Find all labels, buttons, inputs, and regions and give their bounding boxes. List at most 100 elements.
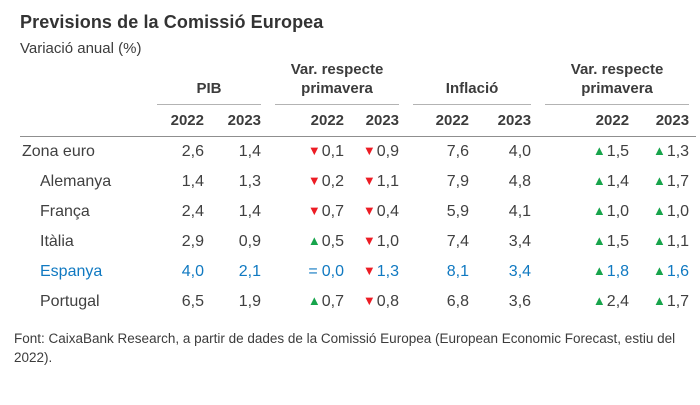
var-inflacio-2022-cell: ▲1,5 xyxy=(538,136,636,167)
var-pib-2023-cell: ▼1,0 xyxy=(351,227,406,257)
table-row: Alemanya 1,4 1,3 ▼0,2 ▼1,1 7,9 4,8 ▲1,4 ▲1,7 xyxy=(20,167,696,197)
pib-2022-cell: 2,9 xyxy=(181,232,204,250)
group-header-var-pib-label: Var. respecte primavera xyxy=(275,61,400,105)
variation-value: 1,4 xyxy=(606,172,630,190)
var-pib-2022-cell: ▼0,7 xyxy=(268,197,351,227)
down-arrow-icon: ▼ xyxy=(362,292,376,308)
up-arrow-icon: ▲ xyxy=(652,262,666,278)
source-note: Font: CaixaBank Research, a partir de da… xyxy=(14,330,676,366)
variation-value: 0,7 xyxy=(321,292,345,310)
pib-2023-cell: 1,3 xyxy=(238,172,262,190)
inflacio-2022-cell: 8,1 xyxy=(446,262,470,280)
table-row: Itàlia 2,9 0,9 ▲0,5 ▼1,0 7,4 3,4 ▲1,5 ▲1,1 xyxy=(20,227,696,257)
corner-cell xyxy=(20,59,150,105)
up-arrow-icon: ▲ xyxy=(652,202,666,218)
var-pib-2023-cell: ▼0,4 xyxy=(351,197,406,227)
up-arrow-icon: ▲ xyxy=(652,172,666,188)
up-arrow-icon: ▲ xyxy=(592,292,606,308)
inflacio-2023-cell: 4,1 xyxy=(508,202,532,220)
pib-2023-cell: 1,4 xyxy=(238,142,262,160)
variation-value: 1,1 xyxy=(666,232,690,250)
year-header: 2023 xyxy=(476,104,539,137)
up-arrow-icon: ▲ xyxy=(592,232,606,248)
up-arrow-icon: ▲ xyxy=(592,262,606,278)
down-arrow-icon: ▼ xyxy=(307,142,321,158)
variation-value: 1,0 xyxy=(606,202,630,220)
variation-value: 1,3 xyxy=(376,262,400,280)
var-inflacio-2022-cell: ▲2,4 xyxy=(538,287,636,317)
inflacio-2023-cell: 3,4 xyxy=(508,262,532,280)
var-inflacio-2022-cell: ▲1,5 xyxy=(538,227,636,257)
variation-value: 1,5 xyxy=(606,232,630,250)
table-body: Zona euro 2,6 1,4 ▼0,1 ▼0,9 7,6 4,0 ▲1,5 ▲1,3 Ale… xyxy=(20,136,696,317)
inflacio-2022-cell: 5,9 xyxy=(446,202,470,220)
var-pib-2023-cell: ▼0,9 xyxy=(351,136,406,167)
variation-value: 0,7 xyxy=(321,202,345,220)
var-pib-2023-cell: ▼1,3 xyxy=(351,257,406,287)
inflacio-2023-cell: 3,6 xyxy=(508,292,532,310)
year-header: 2023 xyxy=(211,104,269,137)
table-row: Portugal 6,5 1,9 ▲0,7 ▼0,8 6,8 3,6 ▲2,4 ▲1,7 xyxy=(20,287,696,317)
var-inflacio-2023-cell: ▲1,6 xyxy=(636,257,696,287)
var-pib-2023-cell: ▼1,1 xyxy=(351,167,406,197)
year-header: 2022 xyxy=(406,104,477,137)
variation-value: 1,3 xyxy=(666,142,690,160)
variation-value: 1,7 xyxy=(666,172,690,190)
var-pib-2022-cell: ▼0,1 xyxy=(268,136,351,167)
equal-icon: = xyxy=(308,262,318,280)
group-header-pib-label: PIB xyxy=(157,80,262,105)
pib-2022-cell: 6,5 xyxy=(181,292,204,310)
inflacio-2022-cell: 7,6 xyxy=(446,142,470,160)
pib-2022-cell: 1,4 xyxy=(181,172,204,190)
row-label: Espanya xyxy=(40,262,103,280)
year-header: 2023 xyxy=(636,104,697,137)
up-arrow-icon: ▲ xyxy=(592,142,606,158)
variation-value: 0,5 xyxy=(321,232,345,250)
pib-2022-cell: 2,4 xyxy=(181,202,204,220)
year-header: 2023 xyxy=(351,104,407,137)
up-arrow-icon: ▲ xyxy=(652,292,666,308)
group-header-var-pib: Var. respecte primavera xyxy=(268,59,406,105)
pib-2023-cell: 0,9 xyxy=(238,232,262,250)
table-row: França 2,4 1,4 ▼0,7 ▼0,4 5,9 4,1 ▲1,0 ▲1,0 xyxy=(20,197,696,227)
var-inflacio-2022-cell: ▲1,8 xyxy=(538,257,636,287)
variation-value: 1,5 xyxy=(606,142,630,160)
forecast-table: PIB Var. respecte primavera Inflació Var… xyxy=(20,59,697,317)
up-arrow-icon: ▲ xyxy=(307,232,321,248)
up-arrow-icon: ▲ xyxy=(652,142,666,158)
variation-value: 0,9 xyxy=(376,142,400,160)
var-inflacio-2023-cell: ▲1,7 xyxy=(636,167,696,197)
table-row: Zona euro 2,6 1,4 ▼0,1 ▼0,9 7,6 4,0 ▲1,5 ▲1,3 xyxy=(20,136,696,167)
row-label: Alemanya xyxy=(40,172,112,190)
page-subtitle: Variació anual (%) xyxy=(20,40,142,57)
year-header: 2022 xyxy=(150,104,211,137)
down-arrow-icon: ▼ xyxy=(307,172,321,188)
pib-2023-cell: 1,4 xyxy=(238,202,262,220)
var-inflacio-2023-cell: ▲1,7 xyxy=(636,287,696,317)
variation-value: 0,8 xyxy=(376,292,400,310)
var-pib-2022-cell: ▲0,5 xyxy=(268,227,351,257)
variation-value: 0,4 xyxy=(376,202,400,220)
inflacio-2022-cell: 7,4 xyxy=(446,232,470,250)
group-header-var-inflacio: Var. respecte primavera xyxy=(538,59,696,105)
variation-value: 1,7 xyxy=(666,292,690,310)
variation-value: 1,0 xyxy=(376,232,400,250)
inflacio-2023-cell: 4,8 xyxy=(508,172,532,190)
row-label: Portugal xyxy=(40,292,100,310)
inflacio-2022-cell: 6,8 xyxy=(446,292,470,310)
group-header-pib: PIB xyxy=(150,59,268,105)
var-pib-2023-cell: ▼0,8 xyxy=(351,287,406,317)
down-arrow-icon: ▼ xyxy=(362,262,376,278)
down-arrow-icon: ▼ xyxy=(362,232,376,248)
var-pib-2022-cell: ▲0,7 xyxy=(268,287,351,317)
var-pib-2022-cell: ▼0,2 xyxy=(268,167,351,197)
var-inflacio-2023-cell: ▲1,0 xyxy=(636,197,696,227)
down-arrow-icon: ▼ xyxy=(362,142,376,158)
page-title: Previsions de la Comissió Europea xyxy=(20,12,324,32)
row-label: Zona euro xyxy=(22,142,95,160)
variation-value: 2,4 xyxy=(606,292,630,310)
group-header-var-inflacio-label: Var. respecte primavera xyxy=(545,61,690,105)
inflacio-2023-cell: 4,0 xyxy=(508,142,532,160)
year-header: 2022 xyxy=(538,104,637,137)
pib-2022-cell: 4,0 xyxy=(181,262,204,280)
